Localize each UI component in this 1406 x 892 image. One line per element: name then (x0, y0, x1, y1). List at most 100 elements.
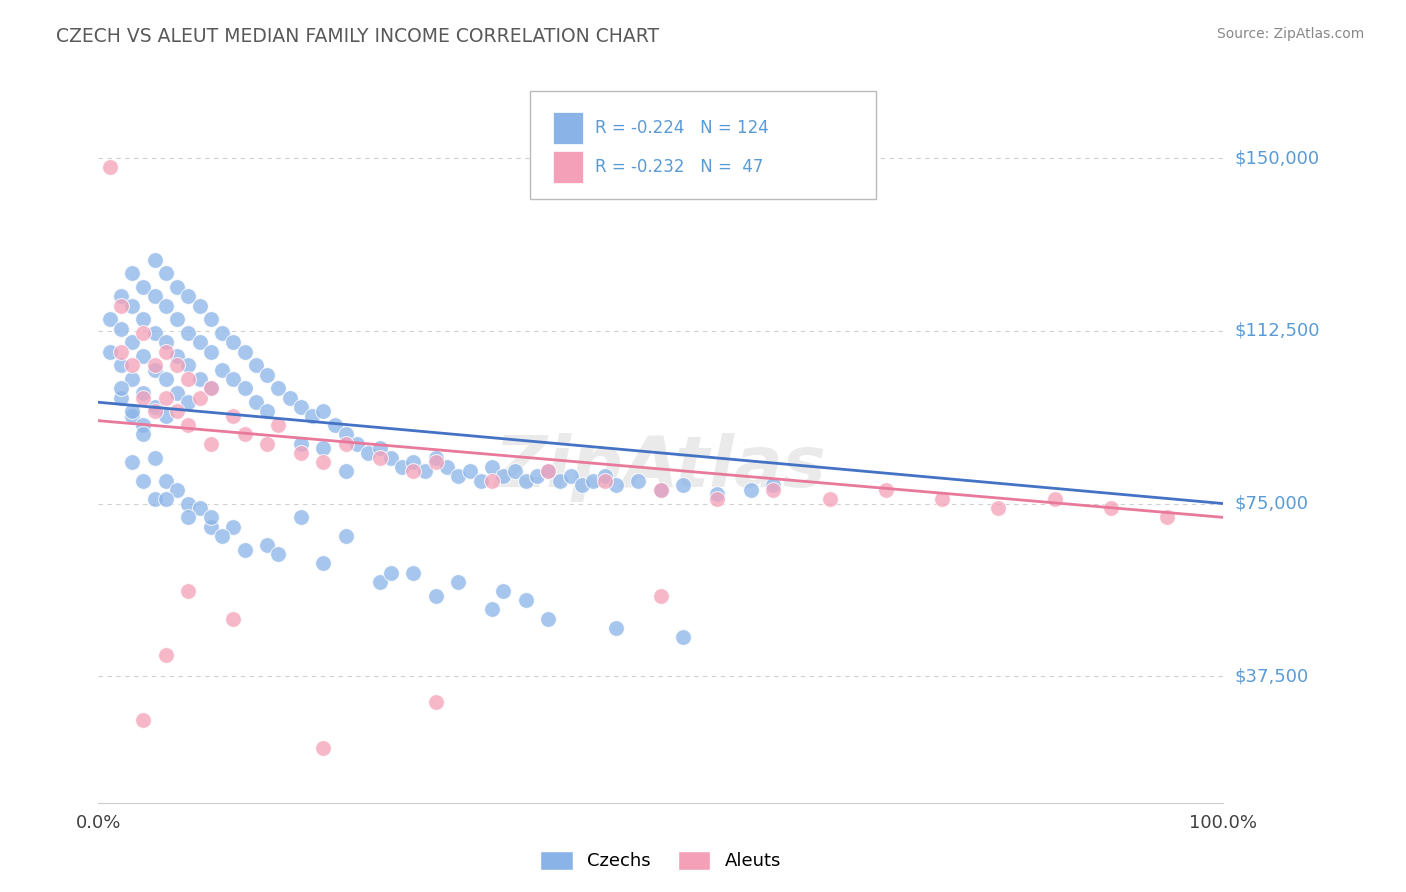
Point (177, 326, 200, 341)
Point (481, 602, 503, 616)
Point (132, 713, 155, 727)
Point (425, 450, 447, 465)
Point (188, 335, 211, 350)
Point (368, 450, 391, 465)
Point (211, 363, 233, 377)
Point (177, 497, 200, 511)
Point (256, 538, 278, 552)
Point (818, 491, 841, 506)
Point (650, 589, 672, 603)
Point (335, 427, 357, 442)
Point (177, 395, 200, 409)
Point (425, 694, 447, 708)
Point (222, 519, 245, 533)
Point (166, 386, 188, 401)
Point (188, 299, 211, 313)
Point (233, 344, 256, 359)
Point (143, 326, 166, 341)
Point (335, 436, 357, 450)
Point (155, 299, 177, 313)
Point (200, 519, 222, 533)
Point (425, 455, 447, 469)
Point (537, 612, 560, 626)
Point (267, 547, 290, 561)
Point (312, 740, 335, 755)
Point (132, 349, 155, 363)
Text: R = -0.224   N = 124: R = -0.224 N = 124 (595, 119, 769, 136)
Point (875, 483, 897, 497)
Point (166, 312, 188, 326)
Point (335, 529, 357, 543)
Point (380, 450, 402, 465)
Point (143, 363, 166, 377)
Point (222, 372, 245, 386)
Point (143, 491, 166, 506)
Point (155, 372, 177, 386)
Point (740, 483, 762, 497)
Point (526, 469, 548, 483)
Point (143, 450, 166, 465)
Point (200, 312, 222, 326)
Point (132, 280, 155, 294)
Point (98, 161, 121, 175)
Point (256, 404, 278, 418)
Point (605, 621, 627, 635)
Point (762, 483, 785, 497)
Point (233, 542, 256, 557)
Point (110, 381, 132, 395)
Point (132, 427, 155, 442)
Point (1099, 501, 1122, 516)
Point (233, 381, 256, 395)
Point (121, 266, 143, 280)
Point (233, 427, 256, 442)
Point (312, 404, 335, 418)
Point (312, 557, 335, 571)
Point (121, 404, 143, 418)
Text: $112,500: $112,500 (1234, 322, 1320, 340)
Text: $75,000: $75,000 (1234, 494, 1309, 513)
Point (436, 459, 458, 474)
Legend: Czechs, Aleuts: Czechs, Aleuts (531, 842, 790, 880)
Text: Source: ZipAtlas.com: Source: ZipAtlas.com (1216, 27, 1364, 41)
Point (110, 321, 132, 335)
Point (166, 483, 188, 497)
Point (267, 381, 290, 395)
Point (458, 464, 481, 478)
Point (402, 455, 425, 469)
Point (1156, 510, 1178, 524)
Point (222, 409, 245, 423)
Point (132, 418, 155, 433)
Point (143, 252, 166, 267)
Point (706, 491, 728, 506)
Point (188, 501, 211, 516)
Point (211, 529, 233, 543)
Point (402, 566, 425, 580)
Point (155, 344, 177, 359)
Point (312, 442, 335, 456)
Point (177, 510, 200, 524)
Point (166, 280, 188, 294)
Point (290, 510, 312, 524)
Point (200, 344, 222, 359)
Point (110, 391, 132, 405)
Point (143, 400, 166, 414)
Point (357, 446, 380, 460)
Point (256, 368, 278, 382)
Point (267, 418, 290, 433)
Point (650, 483, 672, 497)
Point (391, 459, 413, 474)
Text: ZipAtlas: ZipAtlas (495, 433, 827, 502)
Point (245, 359, 267, 373)
Point (492, 584, 515, 599)
Point (155, 474, 177, 488)
Point (290, 436, 312, 450)
Point (402, 464, 425, 478)
Point (447, 469, 470, 483)
Point (222, 335, 245, 350)
Point (368, 574, 391, 589)
Point (177, 372, 200, 386)
Point (413, 464, 436, 478)
Point (256, 436, 278, 450)
Point (1043, 491, 1066, 506)
Text: $37,500: $37,500 (1234, 667, 1309, 685)
